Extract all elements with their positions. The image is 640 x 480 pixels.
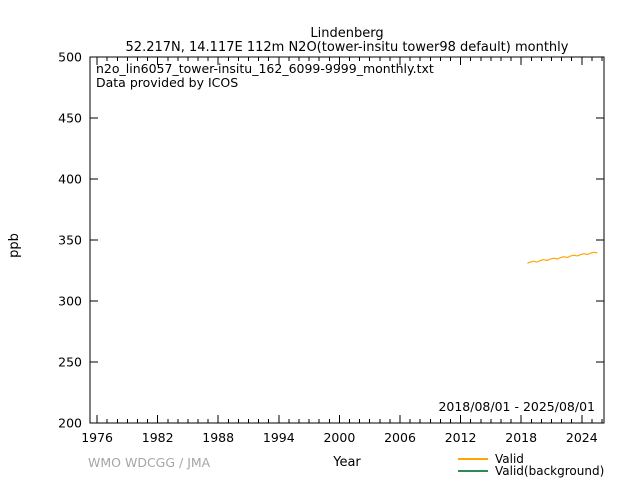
legend-label: Valid	[495, 452, 524, 466]
svg-text:350: 350	[58, 233, 82, 248]
svg-text:250: 250	[58, 355, 82, 370]
svg-text:2018: 2018	[505, 430, 537, 445]
legend-label: Valid(background)	[495, 464, 605, 478]
credit-text: WMO WDCGG / JMA	[88, 455, 211, 470]
svg-text:2000: 2000	[323, 430, 355, 445]
svg-text:1994: 1994	[263, 430, 295, 445]
plot-title: Lindenberg	[310, 26, 384, 41]
svg-text:1988: 1988	[202, 430, 234, 445]
x-axis-title: Year	[333, 455, 361, 470]
legend-item-valid-background: Valid(background)	[458, 464, 604, 478]
svg-text:1982: 1982	[142, 430, 174, 445]
legend-item-valid: Valid	[458, 452, 524, 466]
svg-text:2024: 2024	[566, 430, 598, 445]
svg-text:2006: 2006	[384, 430, 416, 445]
y-axis-label: ppb	[6, 233, 22, 258]
svg-text:300: 300	[58, 294, 82, 309]
svg-text:500: 500	[58, 50, 82, 65]
annotation-filename: n2o_lin6057_tower-insitu_162_6099-9999_m…	[96, 61, 434, 76]
annotation-date-range: 2018/08/01 - 2025/08/01	[438, 399, 595, 414]
valid-line-swatch-icon	[458, 458, 488, 460]
svg-text:200: 200	[58, 416, 82, 431]
valid-background-line-swatch-icon	[458, 470, 488, 472]
svg-text:450: 450	[58, 111, 82, 126]
svg-text:400: 400	[58, 172, 82, 187]
plot-subtitle: 52.217N, 14.117E 112m N2O(tower-insitu t…	[125, 40, 569, 55]
svg-text:1976: 1976	[81, 430, 113, 445]
annotation-provider: Data provided by ICOS	[96, 75, 239, 90]
svg-text:2012: 2012	[445, 430, 477, 445]
